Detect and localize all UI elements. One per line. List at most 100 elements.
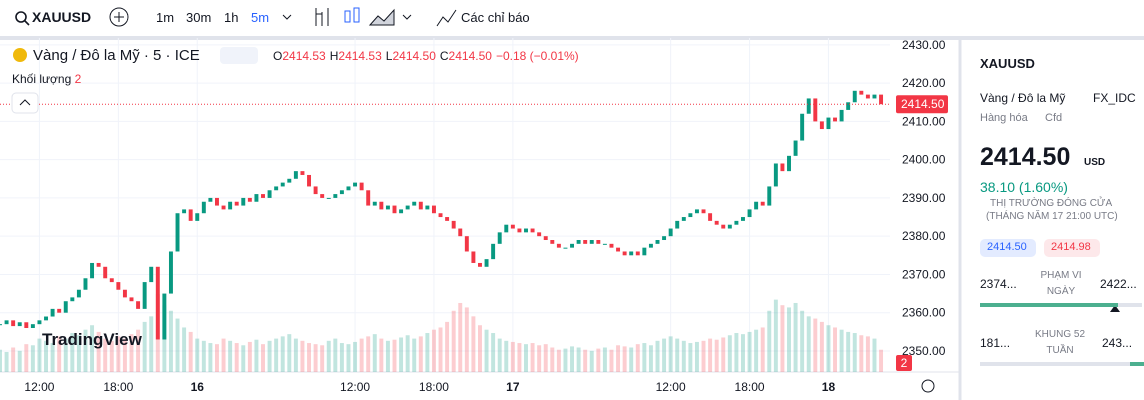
candle bbox=[530, 228, 535, 233]
y-tick-label: 2400.00 bbox=[902, 153, 946, 167]
candle bbox=[392, 205, 397, 214]
candle bbox=[780, 163, 785, 172]
indicator-icon[interactable] bbox=[436, 9, 457, 27]
candle bbox=[589, 240, 594, 244]
search-icon[interactable] bbox=[15, 11, 27, 23]
volume-bar bbox=[215, 344, 219, 372]
interval[interactable]: 30m bbox=[186, 10, 212, 25]
volume-bar bbox=[556, 349, 561, 372]
day-range-bar bbox=[1118, 303, 1142, 307]
candle-icon[interactable] bbox=[344, 10, 351, 23]
ohlc-label: H bbox=[329, 49, 339, 63]
candle bbox=[773, 163, 778, 187]
candle bbox=[359, 182, 364, 191]
candle bbox=[379, 201, 384, 210]
symbol[interactable]: XAUUSD bbox=[32, 9, 92, 25]
candle bbox=[576, 240, 581, 244]
volume-bar bbox=[458, 302, 463, 372]
volume-bar bbox=[576, 347, 581, 372]
plot: 2430.00 2420.00 2410.00 2400.00 2390.00 2380.… bbox=[0, 38, 948, 394]
add-button[interactable] bbox=[109, 7, 129, 27]
volume-value: 2 bbox=[74, 72, 82, 86]
candle bbox=[727, 224, 732, 229]
volume-bar bbox=[274, 338, 279, 372]
candle bbox=[136, 301, 141, 309]
volume-bar bbox=[44, 340, 48, 372]
candle bbox=[879, 94, 884, 105]
volume-bar bbox=[701, 340, 706, 372]
settings-icon[interactable] bbox=[921, 379, 935, 393]
candle bbox=[201, 201, 206, 214]
candle bbox=[241, 197, 246, 206]
ohlc-label: L bbox=[385, 49, 393, 63]
year-range-label: KHUNG 52 TUẦN bbox=[1034, 329, 1085, 356]
year-range-bar bbox=[980, 362, 1130, 366]
last-price-tag bbox=[896, 95, 948, 114]
badge bbox=[220, 47, 258, 64]
volume-bar bbox=[412, 338, 417, 372]
volume-bar bbox=[747, 331, 752, 372]
candle bbox=[800, 113, 805, 141]
volume-bar bbox=[168, 310, 173, 372]
candle bbox=[333, 194, 338, 198]
volume-bar bbox=[122, 338, 127, 372]
candle bbox=[616, 247, 621, 252]
candle bbox=[116, 282, 121, 290]
indicators[interactable]: Các chỉ báo bbox=[461, 10, 530, 25]
panel-name: Vàng / Đô la Mỹ bbox=[980, 91, 1066, 105]
candle bbox=[865, 94, 870, 99]
volume-bar bbox=[280, 336, 285, 372]
area-icon[interactable] bbox=[368, 8, 395, 26]
y-tick-label: 2420.00 bbox=[902, 76, 946, 90]
add-icon bbox=[114, 12, 124, 22]
volume-bar bbox=[83, 329, 88, 372]
y-tick-label: 2360.00 bbox=[902, 306, 946, 320]
candle bbox=[478, 262, 482, 267]
candle bbox=[668, 228, 673, 237]
interval[interactable]: 5m bbox=[251, 10, 270, 25]
dropdown[interactable] bbox=[282, 14, 292, 20]
candle bbox=[175, 213, 180, 252]
candle bbox=[261, 194, 265, 198]
bars-icon[interactable] bbox=[315, 8, 329, 26]
volume-bar bbox=[234, 343, 239, 372]
x-tick-label: 17 bbox=[506, 380, 520, 394]
candle bbox=[385, 205, 390, 210]
volume-bar bbox=[76, 335, 81, 372]
candle bbox=[37, 320, 42, 325]
watermark: TradingView bbox=[42, 330, 142, 349]
volume-bar bbox=[721, 337, 726, 372]
candle bbox=[556, 243, 561, 248]
dropdown[interactable] bbox=[402, 14, 412, 20]
candle bbox=[741, 217, 745, 221]
panel-kind: Cfd bbox=[1045, 112, 1063, 124]
panel-price: 2414.50 bbox=[980, 143, 1071, 171]
year-range-bar bbox=[1130, 362, 1144, 366]
collapse-button[interactable] bbox=[11, 92, 39, 114]
volume-bar bbox=[366, 336, 371, 372]
volume-bar bbox=[754, 329, 759, 372]
ohlc-value: 2414.53 bbox=[282, 49, 326, 63]
candle bbox=[208, 197, 213, 202]
volume-bar bbox=[734, 333, 739, 372]
panel-symbol: XAUUSD bbox=[980, 56, 1035, 71]
day-low: 2374... bbox=[980, 277, 1017, 291]
candle bbox=[458, 228, 463, 237]
candle bbox=[550, 240, 555, 244]
volume-bar bbox=[563, 348, 568, 372]
candle bbox=[293, 171, 298, 179]
candle bbox=[353, 182, 358, 187]
candle bbox=[846, 102, 851, 110]
candle bbox=[122, 289, 127, 298]
candle bbox=[83, 278, 88, 290]
volume-bar bbox=[622, 346, 627, 372]
volume-bar bbox=[11, 347, 16, 372]
volume-bar bbox=[116, 336, 121, 372]
interval[interactable]: 1m bbox=[156, 10, 175, 25]
candle bbox=[326, 197, 331, 199]
interval[interactable]: 1h bbox=[224, 10, 239, 25]
volume-bar bbox=[313, 344, 318, 372]
candle bbox=[24, 322, 29, 329]
candle bbox=[287, 178, 292, 183]
volume-bar bbox=[727, 335, 732, 372]
